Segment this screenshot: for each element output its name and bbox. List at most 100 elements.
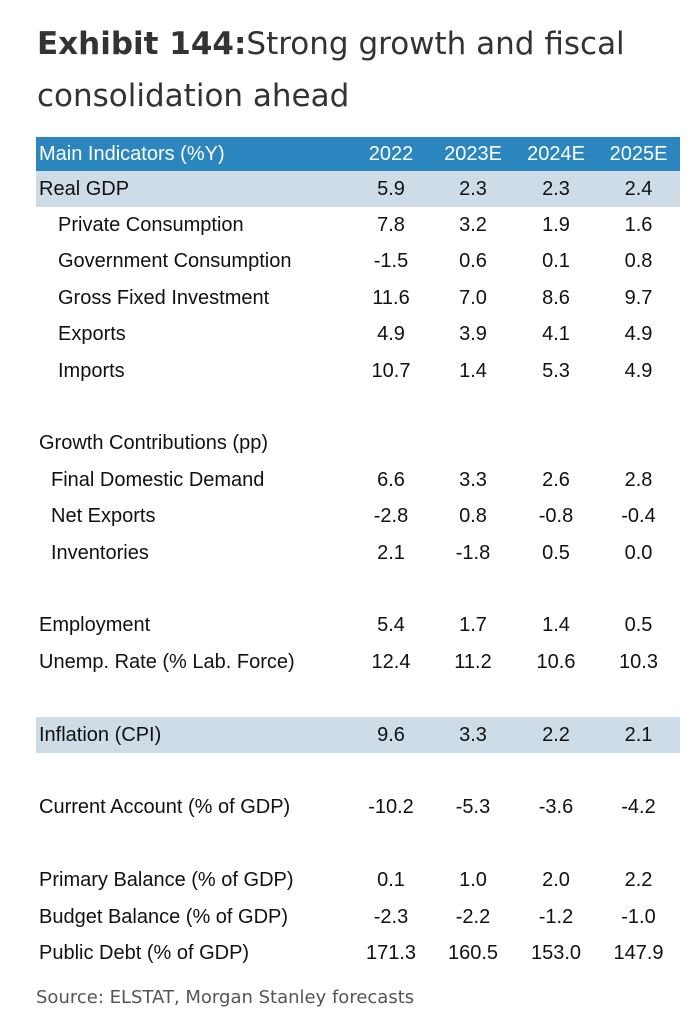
table-row: Employment 5.4 1.7 1.4 0.5 bbox=[36, 608, 680, 644]
cell-value: 2.3 bbox=[459, 177, 487, 200]
row-label: Gross Fixed Investment bbox=[58, 286, 270, 309]
spacer-row bbox=[36, 680, 680, 716]
header-year: 2024E bbox=[527, 142, 585, 165]
cell-value: 7.0 bbox=[459, 286, 487, 309]
spacer-row bbox=[36, 571, 680, 607]
spacer-row bbox=[36, 753, 680, 789]
cell-value bbox=[515, 426, 597, 462]
spacer-row bbox=[36, 389, 680, 425]
cell-value: 10.7 bbox=[371, 359, 411, 382]
row-label: Employment bbox=[39, 614, 151, 637]
cell-value: 1.9 bbox=[542, 214, 570, 237]
cell-value: 4.9 bbox=[377, 323, 405, 346]
cell-value: 9.6 bbox=[377, 723, 405, 746]
cell-value: 3.2 bbox=[459, 214, 487, 237]
row-label: Real GDP bbox=[39, 177, 130, 200]
cell-value: 6.6 bbox=[377, 468, 405, 491]
cell-value: 1.0 bbox=[459, 869, 487, 892]
cell-value: -1.0 bbox=[621, 905, 656, 928]
cell-value: 7.8 bbox=[377, 214, 405, 237]
table-row: Exports 4.9 3.9 4.1 4.9 bbox=[36, 317, 680, 353]
indicators-table: Main Indicators (%Y) 2022 2023E 2024E 20… bbox=[36, 137, 680, 972]
table-row: Gross Fixed Investment 11.6 7.0 8.6 9.7 bbox=[36, 280, 680, 316]
cell-value: 8.6 bbox=[542, 286, 570, 309]
cell-value: 5.9 bbox=[377, 177, 405, 200]
cell-value: -2.2 bbox=[455, 905, 491, 928]
cell-value: -10.2 bbox=[368, 796, 414, 819]
cell-value: 5.3 bbox=[542, 359, 570, 382]
table-row: Imports 10.7 1.4 5.3 4.9 bbox=[36, 353, 680, 389]
cell-value: 0.1 bbox=[377, 869, 405, 892]
cell-value: -1.8 bbox=[455, 541, 491, 564]
cell-value: 0.8 bbox=[459, 505, 487, 528]
row-label: Unemp. Rate (% Lab. Force) bbox=[39, 650, 295, 673]
cell-value: 0.0 bbox=[624, 541, 653, 564]
exhibit-title: Exhibit 144:Strong growth and fiscal con… bbox=[37, 18, 657, 122]
row-label: Growth Contributions (pp) bbox=[39, 432, 268, 455]
table-row: Growth Contributions (pp) bbox=[36, 426, 680, 462]
cell-value: 5.4 bbox=[377, 614, 405, 637]
row-label: Exports bbox=[58, 323, 126, 346]
cell-value: -5.3 bbox=[455, 796, 491, 819]
cell-value: 0.5 bbox=[624, 614, 653, 637]
cell-value: 0.1 bbox=[542, 250, 570, 273]
cell-value: 4.9 bbox=[624, 323, 653, 346]
cell-value: -1.5 bbox=[373, 250, 409, 273]
row-label: Private Consumption bbox=[58, 214, 244, 237]
spacer-row bbox=[36, 826, 680, 862]
cell-value: 9.7 bbox=[624, 286, 653, 309]
cell-value: -3.6 bbox=[538, 796, 574, 819]
cell-value: 0.8 bbox=[624, 250, 653, 273]
cell-value: 2.1 bbox=[377, 541, 405, 564]
cell-value bbox=[431, 426, 515, 462]
row-label: Primary Balance (% of GDP) bbox=[39, 869, 294, 892]
cell-value: 4.9 bbox=[624, 359, 653, 382]
cell-value: 3.3 bbox=[459, 723, 487, 746]
table-row: Government Consumption -1.5 0.6 0.1 0.8 bbox=[36, 244, 680, 280]
exhibit-title-text: Strong growth and fiscal consolidation a… bbox=[37, 26, 625, 114]
table-row: Unemp. Rate (% Lab. Force) 12.4 11.2 10.… bbox=[36, 644, 680, 680]
cell-value: 3.9 bbox=[459, 323, 487, 346]
header-label: Main Indicators (%Y) bbox=[39, 142, 225, 165]
cell-value: -2.3 bbox=[373, 905, 409, 928]
cell-value: -0.4 bbox=[621, 505, 656, 528]
cell-value: 12.4 bbox=[371, 650, 411, 673]
cell-value: 1.4 bbox=[459, 359, 487, 382]
table-row: Final Domestic Demand 6.6 3.3 2.6 2.8 bbox=[36, 462, 680, 498]
row-label: Public Debt (% of GDP) bbox=[39, 941, 250, 964]
cell-value: 1.7 bbox=[459, 614, 487, 637]
cell-value: 0.6 bbox=[459, 250, 487, 273]
table-row: Primary Balance (% of GDP) 0.1 1.0 2.0 2… bbox=[36, 862, 680, 898]
row-label: Inflation (CPI) bbox=[39, 723, 162, 746]
cell-value: 160.5 bbox=[447, 941, 499, 964]
cell-value: 2.4 bbox=[624, 177, 653, 200]
exhibit-label: Exhibit 144: bbox=[37, 26, 247, 62]
cell-value: 2.2 bbox=[624, 869, 653, 892]
cell-value: 2.0 bbox=[542, 869, 570, 892]
table-header-row: Main Indicators (%Y) 2022 2023E 2024E 20… bbox=[36, 137, 680, 171]
cell-value: 3.3 bbox=[459, 468, 487, 491]
row-label: Inventories bbox=[51, 541, 149, 564]
header-year: 2025E bbox=[609, 142, 668, 165]
cell-value bbox=[351, 426, 431, 462]
cell-value: 2.2 bbox=[542, 723, 570, 746]
cell-value: 171.3 bbox=[365, 941, 417, 964]
row-label: Imports bbox=[58, 359, 125, 382]
cell-value: 147.9 bbox=[613, 941, 664, 964]
cell-value: 2.1 bbox=[624, 723, 653, 746]
table-row: Private Consumption 7.8 3.2 1.9 1.6 bbox=[36, 207, 680, 243]
cell-value: -2.8 bbox=[373, 505, 409, 528]
table-row: Public Debt (% of GDP) 171.3 160.5 153.0… bbox=[36, 935, 680, 971]
table-row: Current Account (% of GDP) -10.2 -5.3 -3… bbox=[36, 790, 680, 826]
cell-value: 11.2 bbox=[454, 650, 492, 673]
cell-value: 4.1 bbox=[542, 323, 570, 346]
cell-value: 2.6 bbox=[542, 468, 570, 491]
cell-value: -1.2 bbox=[538, 905, 574, 928]
cell-value: 11.6 bbox=[372, 286, 410, 309]
cell-value bbox=[597, 426, 680, 462]
table-row: Budget Balance (% of GDP) -2.3 -2.2 -1.2… bbox=[36, 899, 680, 935]
cell-value: 1.6 bbox=[624, 214, 653, 237]
row-label: Budget Balance (% of GDP) bbox=[39, 905, 289, 928]
row-label: Government Consumption bbox=[58, 250, 292, 273]
cell-value: 0.5 bbox=[542, 541, 570, 564]
